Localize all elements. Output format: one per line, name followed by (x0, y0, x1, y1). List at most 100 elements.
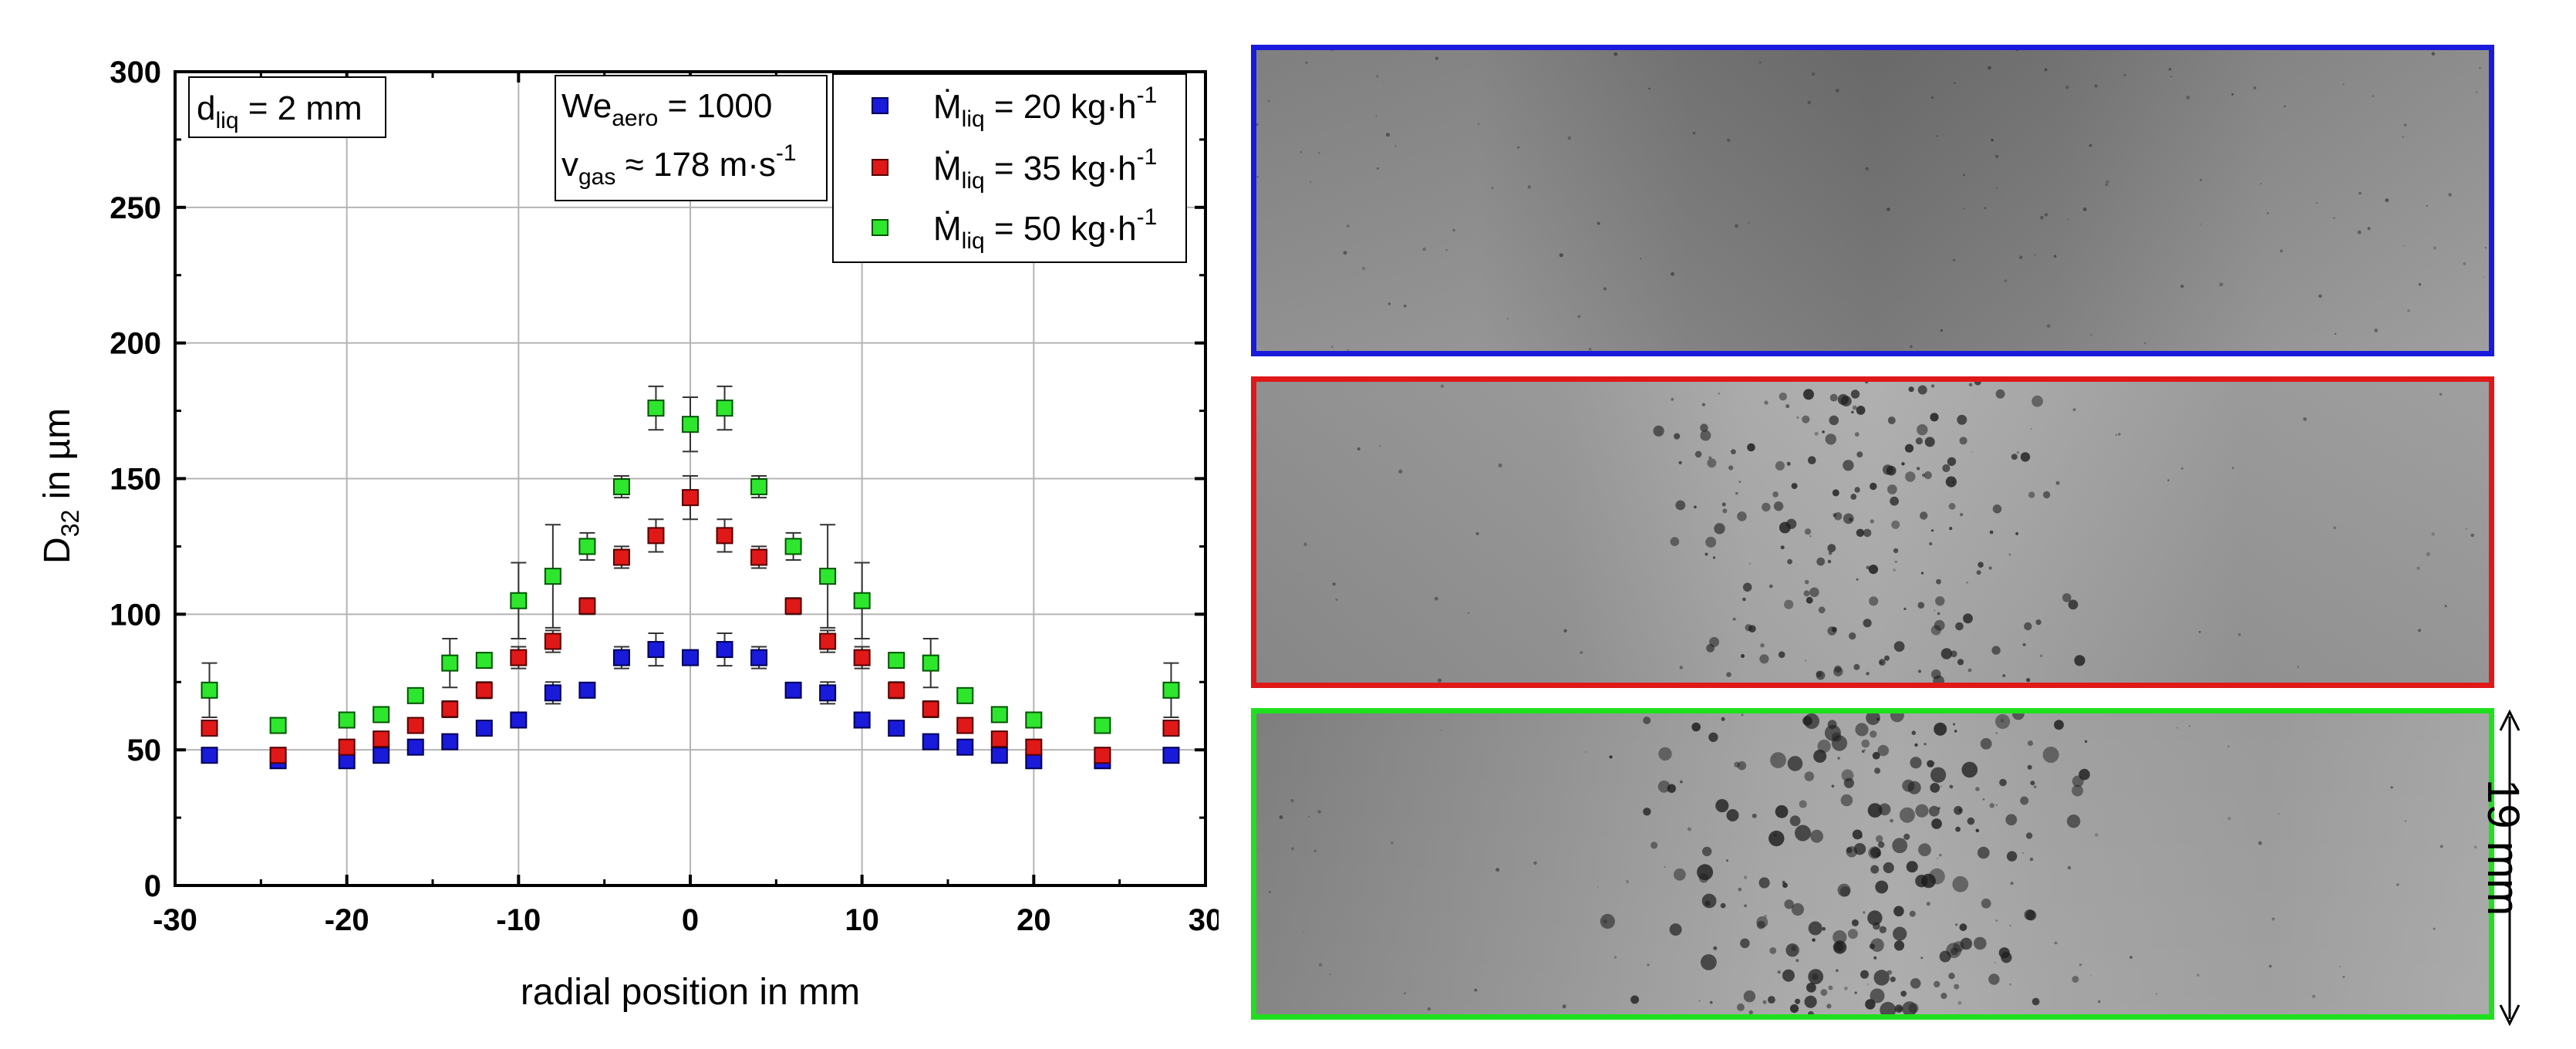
data-point (750, 478, 768, 496)
droplet (2040, 654, 2043, 657)
legend-label-35-main: Ṁ (933, 150, 962, 187)
droplet (1445, 248, 1448, 251)
droplet (2022, 852, 2024, 854)
data-point (475, 652, 493, 670)
droplet (2016, 451, 2019, 454)
legend-item-35: Ṁliq = 35 kg·h-1 (872, 144, 1157, 194)
photo-droplets (1269, 713, 2477, 1014)
droplet (1256, 176, 1259, 178)
droplet (1930, 384, 1935, 388)
droplet (1999, 778, 2007, 787)
droplet (1878, 841, 1885, 848)
droplet (1773, 501, 1784, 511)
droplet (1398, 469, 1403, 474)
series-1 (201, 632, 1180, 770)
droplet (2475, 91, 2478, 93)
droplet (1930, 783, 1940, 793)
droplet (2009, 983, 2011, 986)
droplet (1947, 457, 1957, 467)
droplet (1901, 462, 1905, 466)
droplet (1957, 414, 1967, 425)
droplet (1876, 717, 1880, 721)
droplet (1957, 1000, 1962, 1005)
annotation-velocity-main: v (561, 146, 578, 184)
droplet (2044, 68, 2048, 72)
data-point (544, 632, 561, 650)
droplet (1796, 416, 1799, 419)
droplet (1850, 390, 1860, 399)
photo-background (1256, 50, 2489, 351)
droplet (2033, 785, 2037, 788)
droplet (1920, 572, 1924, 575)
droplet (1694, 505, 1697, 509)
legend-label-35-sub: liq (962, 168, 985, 194)
droplet (1303, 930, 1305, 933)
data-point (201, 681, 218, 699)
droplet (1960, 937, 1973, 950)
droplet (1731, 449, 1736, 454)
droplet (2260, 183, 2262, 185)
droplet (1808, 456, 1816, 464)
droplet (1917, 385, 1927, 395)
legend-item-50: Ṁliq = 50 kg·h-1 (872, 204, 1157, 254)
droplet (1935, 596, 1945, 606)
droplet (1763, 914, 1768, 919)
droplet (1831, 735, 1848, 751)
data-point (853, 711, 871, 729)
droplet (1865, 382, 1869, 384)
droplet (2357, 230, 2362, 234)
droplet (2027, 740, 2034, 747)
data-point (682, 416, 699, 433)
y-axis-label-sub: 32 (56, 510, 84, 538)
droplet (1300, 151, 1302, 153)
scale-label: 19 mm (2478, 779, 2528, 916)
droplet (1597, 221, 1600, 225)
data-point (510, 649, 528, 666)
droplet (1949, 784, 1954, 789)
spray-photo-35 (1251, 376, 2494, 688)
droplet (2098, 1000, 2101, 1003)
data-point (853, 649, 871, 666)
droplet (2431, 52, 2436, 56)
data-point (475, 681, 493, 699)
droplet (2010, 882, 2014, 885)
droplet (1809, 587, 1819, 598)
legend-label-35-sup: -1 (1137, 144, 1158, 170)
droplet (1391, 841, 1394, 845)
droplet (1867, 910, 1883, 926)
droplet (1988, 566, 1992, 570)
droplet (2189, 725, 2190, 727)
data-point (647, 400, 665, 417)
droplet (2315, 201, 2318, 204)
legend-marker-20 (872, 97, 888, 114)
droplet (2022, 643, 2026, 646)
droplet (1922, 474, 1926, 477)
droplet (1506, 318, 1509, 319)
data-point (578, 597, 596, 615)
droplet (1305, 62, 1308, 64)
droplet (2483, 276, 2485, 278)
droplet (1828, 551, 1833, 555)
droplet (1836, 969, 1839, 973)
droplet (1670, 537, 1680, 546)
svg-text:dliq = 2 mm: dliq = 2 mm (197, 89, 362, 133)
droplet (1498, 463, 1502, 467)
droplet (2297, 666, 2299, 668)
data-point (612, 548, 630, 566)
droplet (1806, 596, 1813, 604)
droplet (1742, 582, 1752, 592)
droplet (1951, 650, 1957, 657)
x-tick-label: -20 (325, 903, 369, 937)
droplet (1886, 207, 1890, 211)
droplet (2016, 50, 2018, 52)
droplet (1893, 906, 1904, 917)
droplet (2025, 832, 2033, 839)
droplet (2035, 619, 2042, 626)
droplet (2068, 599, 2079, 610)
droplet (1803, 389, 1814, 400)
droplet (1777, 970, 1781, 974)
droplet (1791, 902, 1804, 916)
droplet (1256, 123, 1259, 126)
droplet (1865, 167, 1869, 170)
